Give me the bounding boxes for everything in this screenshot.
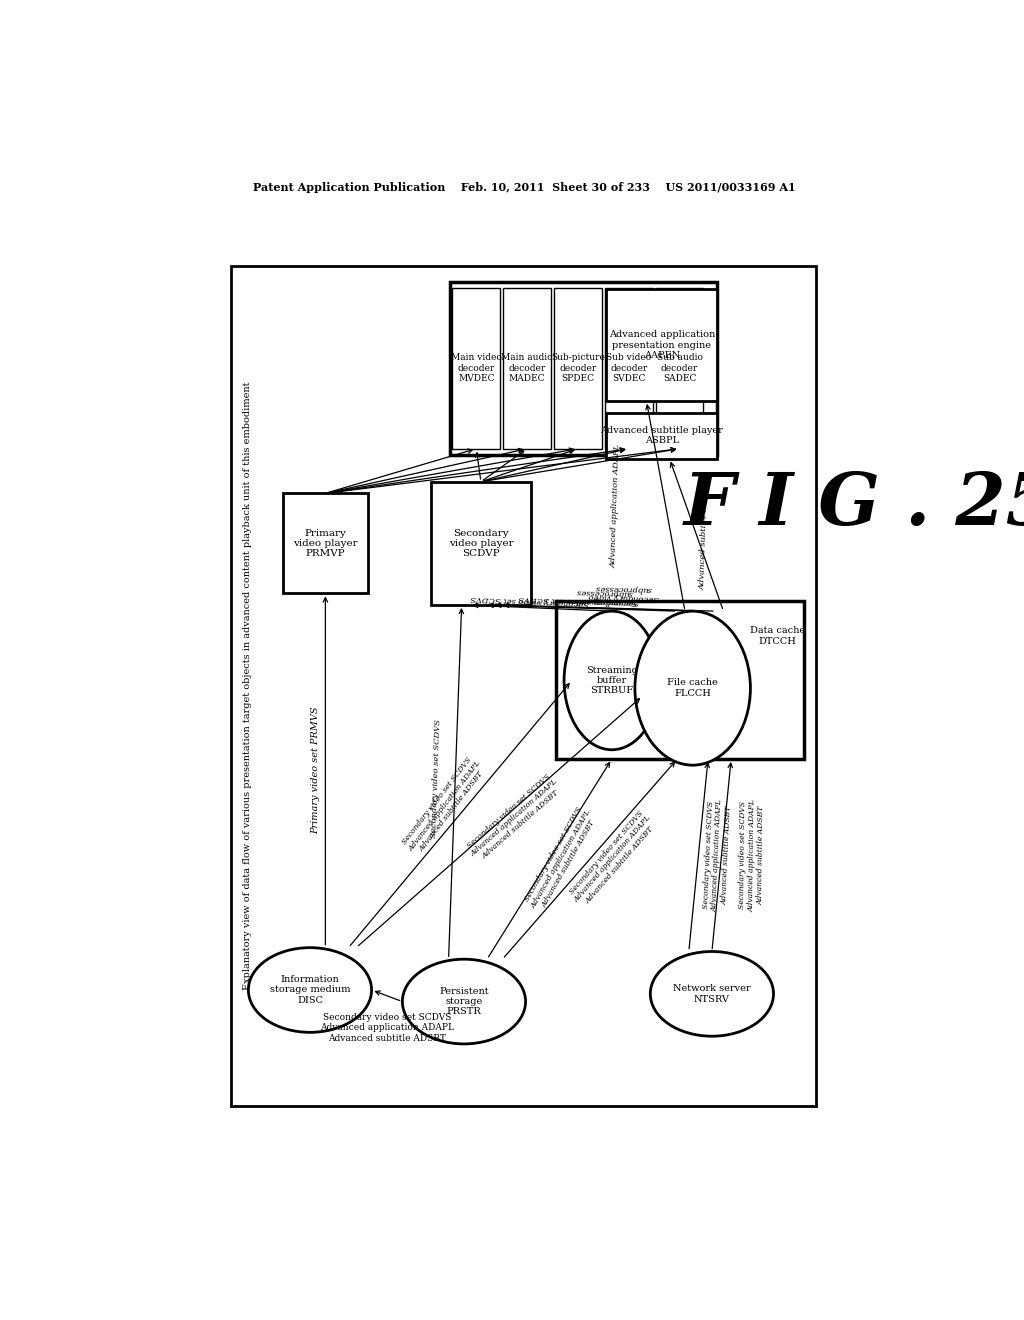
Bar (431, 482, 531, 605)
Bar (554, 288, 602, 449)
Bar (453, 288, 500, 449)
Text: Sub audio
decoder
SADEC: Sub audio decoder SADEC (656, 354, 702, 383)
Text: Secondary video set SCDVS
Advanced application ADAPL
Advanced subtitle ADSBT: Secondary video set SCDVS Advanced appli… (319, 1014, 454, 1043)
Text: Secondary video set SCDVS
Advanced application ADAPL
Advanced subtitle ADSBT: Secondary video set SCDVS Advanced appli… (566, 808, 660, 911)
Text: Advanced application ADAPL: Advanced application ADAPL (609, 444, 622, 568)
Text: Advanced subtitle player
ASBPL: Advanced subtitle player ASBPL (600, 426, 723, 445)
Text: Main video
decoder
MVDEC: Main video decoder MVDEC (451, 354, 502, 383)
Bar (503, 288, 551, 449)
Text: Secondary video set SCDVS
Advanced application ADAPL
Advanced subtitle ADSBT: Secondary video set SCDVS Advanced appli… (701, 799, 733, 912)
Text: Main audio
decoder
MADEC: Main audio decoder MADEC (502, 354, 553, 383)
Bar (655, 288, 703, 449)
Text: Primary video set PRMVS: Primary video set PRMVS (311, 706, 321, 834)
Text: Data cache
DTCCH: Data cache DTCCH (750, 626, 805, 645)
Text: Secondary video set SCDVS: Secondary video set SCDVS (470, 594, 589, 607)
Ellipse shape (635, 611, 751, 766)
Text: Secondary video
subprocesses: Secondary video subprocesses (568, 587, 640, 606)
Text: Secondary video set SCDVS
Advanced application ADAPL
Advanced subtitle ADSBT: Secondary video set SCDVS Advanced appli… (521, 804, 601, 915)
Text: Network server
NTSRV: Network server NTSRV (673, 985, 751, 1003)
Text: Advanced application
presentation engine
AAPEN: Advanced application presentation engine… (608, 330, 715, 360)
Text: Sub video
decoder
SVDEC: Sub video decoder SVDEC (606, 354, 651, 383)
Text: File cache
FLCCH: File cache FLCCH (668, 678, 718, 698)
Text: Secondary video set SCDVS
Advanced application ADAPL
Advanced subtitle ADSBT: Secondary video set SCDVS Advanced appli… (464, 771, 566, 865)
Text: Secondary video set SCDVS
Advanced application ADAPL
Advanced subtitle ADSBT: Secondary video set SCDVS Advanced appli… (399, 754, 489, 859)
Ellipse shape (249, 948, 372, 1032)
Text: Secondary video set SCDVS
Advanced application ADAPL
Advanced subtitle ADSBT: Secondary video set SCDVS Advanced appli… (738, 799, 766, 912)
Bar (606, 289, 717, 401)
Bar (605, 288, 652, 449)
Bar (556, 601, 804, 759)
Text: Secondary video set SCDVS: Secondary video set SCDVS (518, 594, 637, 606)
Text: F I G . 25: F I G . 25 (683, 470, 1024, 540)
Text: Primary
video player
PRMVP: Primary video player PRMVP (293, 528, 357, 558)
Text: Secondary video set SCDVS: Secondary video set SCDVS (430, 719, 442, 838)
Bar (606, 412, 717, 459)
Text: Patent Application Publication    Feb. 10, 2011  Sheet 30 of 233    US 2011/0033: Patent Application Publication Feb. 10, … (254, 182, 796, 193)
Text: Secondary
video player
SCDVP: Secondary video player SCDVP (449, 528, 513, 558)
Bar (283, 494, 368, 594)
Bar (451, 281, 717, 455)
Bar (230, 267, 816, 1106)
Text: Streaming
buffer
STRBUF: Streaming buffer STRBUF (586, 665, 638, 696)
Ellipse shape (650, 952, 773, 1036)
Text: Persistent
storage
PRSTR: Persistent storage PRSTR (439, 986, 488, 1016)
Text: Explanatory view of data flow of various presentation target objects in advanced: Explanatory view of data flow of various… (243, 381, 252, 990)
Text: Sub-picture
decoder
SPDEC: Sub-picture decoder SPDEC (551, 354, 605, 383)
Ellipse shape (402, 960, 525, 1044)
Ellipse shape (564, 611, 659, 750)
Text: Advanced subtitle ADSBT: Advanced subtitle ADSBT (698, 480, 710, 590)
Text: Information
storage medium
DISC: Information storage medium DISC (269, 975, 350, 1005)
Text: Secondary video
subprocesses: Secondary video subprocesses (588, 583, 658, 602)
